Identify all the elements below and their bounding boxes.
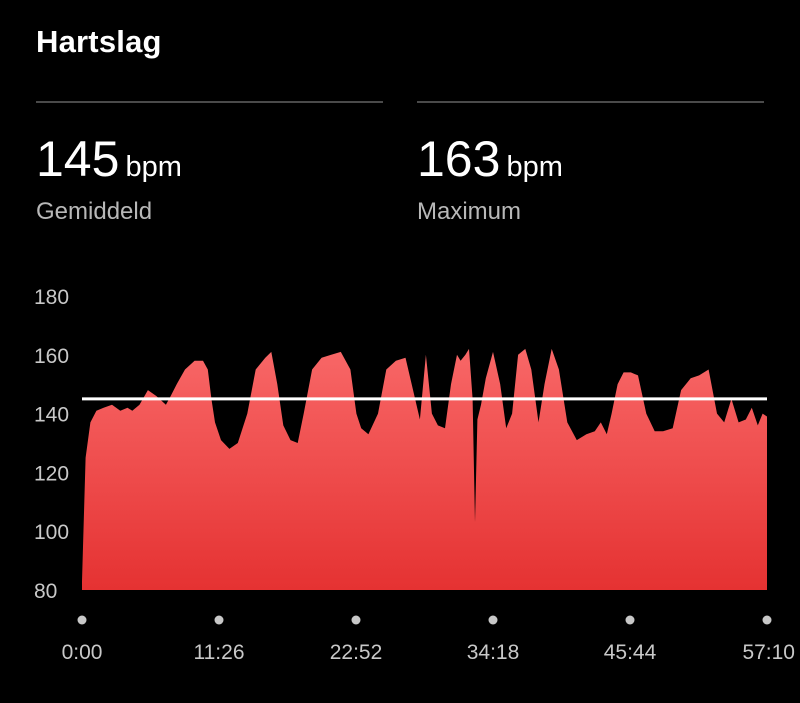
stat-average-value: 145: [36, 131, 120, 187]
stat-maximum-unit: bpm: [506, 151, 563, 183]
x-tick-label: 11:26: [194, 641, 245, 664]
x-tick-dot: [77, 615, 87, 625]
heart-rate-area: [82, 348, 767, 590]
stat-average-unit: bpm: [125, 151, 182, 183]
x-tick-label: 0:00: [62, 641, 103, 664]
x-tick-dot: [351, 615, 361, 625]
x-tick-label: 57:10: [742, 641, 795, 664]
y-tick-label: 80: [34, 580, 57, 603]
y-tick-label: 180: [34, 286, 69, 309]
stat-divider-left: [36, 101, 383, 103]
stat-maximum-value: 163: [417, 131, 501, 187]
y-tick-label: 120: [34, 462, 69, 485]
stat-divider-right: [417, 101, 764, 103]
x-tick-dot: [488, 615, 498, 625]
x-tick-dot: [214, 615, 224, 625]
x-tick-label: 45:44: [604, 641, 657, 664]
y-tick-label: 140: [34, 404, 69, 427]
x-tick-label: 22:52: [330, 641, 383, 664]
x-tick-dot: [625, 615, 635, 625]
stat-average: 145 bpm Gemiddeld: [36, 130, 182, 226]
x-tick-dot: [762, 615, 772, 625]
y-tick-label: 100: [34, 521, 69, 544]
page-title: Hartslag: [36, 24, 162, 59]
stat-average-label: Gemiddeld: [36, 198, 153, 225]
stat-maximum: 163 bpm Maximum: [417, 130, 563, 226]
y-tick-label: 160: [34, 345, 69, 368]
stat-maximum-label: Maximum: [417, 198, 522, 225]
x-tick-label: 34:18: [467, 641, 520, 664]
